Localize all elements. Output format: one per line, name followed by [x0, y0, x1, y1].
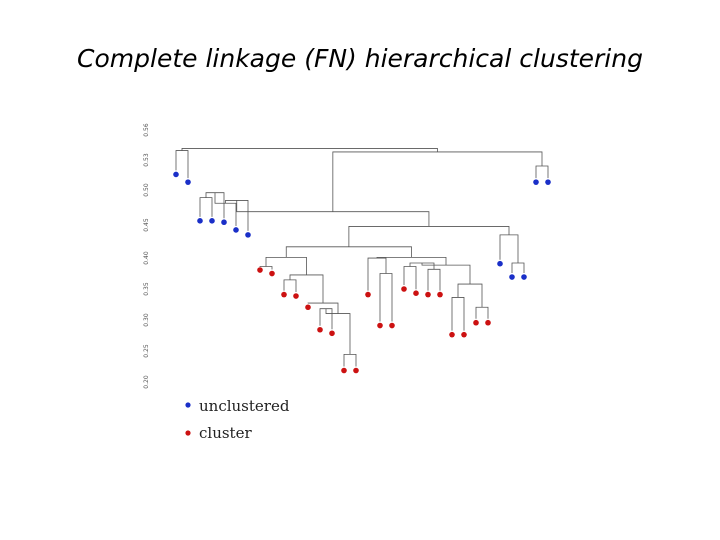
leaf-point-cluster [461, 331, 467, 338]
dendrogram-link [376, 256, 447, 266]
chart-title: Complete linkage (FN) hierarchical clust… [77, 44, 643, 73]
legend-marker-cluster [185, 430, 191, 436]
y-tick-label: 0.20 [143, 375, 150, 389]
leaf-point-unclustered [197, 218, 203, 224]
leaf-point-cluster [305, 304, 311, 311]
leaf-point-cluster [329, 330, 335, 337]
leaf-point-cluster [293, 293, 299, 299]
dendrogram-link [332, 151, 543, 212]
dendrogram-link [367, 257, 387, 291]
leaf-point-unclustered [521, 274, 527, 280]
y-tick-label: 0.56 [143, 123, 150, 137]
leaf-point-cluster [377, 322, 383, 329]
dendrogram-link [451, 297, 465, 331]
leaf-point-unclustered [185, 179, 191, 185]
leaf-point-unclustered [533, 179, 539, 185]
legend-marker-unclustered [185, 402, 191, 408]
leaf-point-cluster [341, 367, 347, 374]
dendrogram-link [289, 274, 324, 304]
y-tick-label: 0.50 [143, 183, 150, 197]
leaf-point-cluster [317, 326, 323, 333]
y-tick-label: 0.25 [143, 344, 150, 358]
dendrogram-link [403, 266, 417, 290]
dendrogram-link [511, 262, 525, 274]
dendrogram-link [343, 353, 357, 367]
dendrogram-leaves [173, 171, 551, 374]
leaf-point-unclustered [209, 218, 215, 224]
leaf-point-unclustered [497, 260, 503, 267]
dendrogram-link [175, 150, 189, 179]
leaf-point-cluster [365, 291, 371, 298]
leaf-point-cluster [449, 331, 455, 338]
dendrogram-link [325, 308, 351, 355]
dendrogram-link [499, 234, 519, 263]
y-tick-label: 0.35 [143, 282, 150, 296]
leaf-point-unclustered [245, 232, 251, 238]
dendrogram-link [535, 165, 549, 179]
leaf-point-cluster [401, 286, 407, 292]
leaf-point-cluster [413, 290, 419, 297]
y-tick-label: 0.30 [143, 313, 150, 327]
leaf-point-cluster [257, 267, 263, 273]
y-tick-label: 0.45 [143, 218, 150, 232]
leaf-point-cluster [437, 291, 443, 298]
legend-label-unclustered: unclustered [199, 397, 290, 415]
dendrogram-link [348, 226, 510, 247]
y-axis: 0.20 0.25 0.30 0.35 0.40 0.45 0.50 0.53 0.56 [143, 123, 150, 389]
legend: unclustered cluster [185, 397, 290, 442]
dendrogram-link [283, 279, 297, 293]
dendrogram-link [199, 197, 213, 217]
legend-label-cluster: cluster [199, 424, 252, 442]
dendrogram-link [379, 273, 393, 322]
dendrogram-link [421, 262, 471, 285]
leaf-point-cluster [353, 367, 359, 374]
leaf-point-unclustered [509, 274, 515, 280]
leaf-point-cluster [485, 319, 491, 326]
dendrogram-link [475, 306, 489, 319]
dendrogram-link [457, 283, 483, 308]
leaf-point-cluster [473, 319, 479, 326]
leaf-point-unclustered [545, 179, 551, 185]
leaf-point-cluster [281, 291, 287, 298]
leaf-point-cluster [269, 270, 275, 277]
leaf-point-cluster [425, 291, 431, 298]
y-tick-label: 0.53 [143, 153, 150, 167]
leaf-point-cluster [389, 322, 395, 329]
dendrogram-link [265, 256, 307, 275]
leaf-point-unclustered [233, 227, 239, 233]
y-tick-label: 0.40 [143, 251, 150, 265]
dendrogram-link [427, 268, 441, 291]
dendrogram-link [409, 262, 435, 270]
dendrogram-link [181, 148, 438, 152]
dendrogram-link [285, 246, 412, 258]
leaf-point-unclustered [221, 219, 227, 226]
dendrogram-link [205, 192, 225, 219]
dendrogram-links [175, 148, 549, 367]
leaf-point-unclustered [173, 171, 179, 178]
